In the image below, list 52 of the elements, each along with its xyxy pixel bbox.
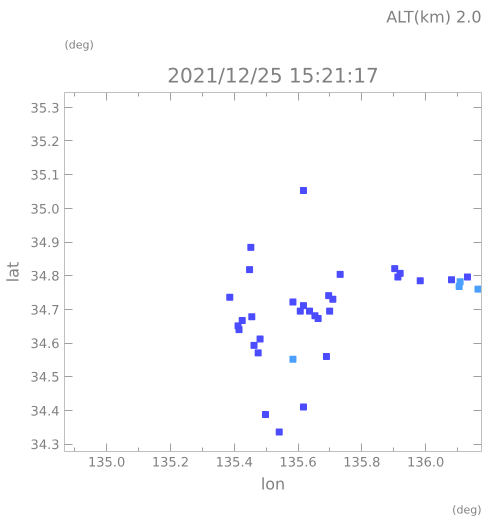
y-tick-label: 35.1	[30, 168, 60, 184]
x-tick-label: 135.8	[343, 456, 380, 470]
point	[254, 349, 262, 356]
x-tick-label: 136.0	[407, 456, 444, 470]
point	[306, 308, 314, 315]
point	[314, 314, 322, 322]
y-axis-title: lat	[4, 262, 23, 282]
point	[247, 244, 254, 251]
point	[238, 316, 246, 324]
point	[226, 294, 234, 301]
y-tick-label: 35.0	[30, 202, 60, 218]
text: (deg)	[64, 38, 94, 52]
y-tick-label: 34.8	[30, 270, 60, 285]
chart-subtitle: ALT(km) 2.0	[386, 8, 482, 26]
point	[448, 276, 456, 284]
text: (deg)	[452, 504, 482, 516]
y-tick-label: 34.4	[30, 404, 60, 420]
point	[416, 277, 424, 284]
point	[300, 404, 307, 411]
x-tick-label: 135.0	[88, 456, 126, 470]
point	[336, 270, 344, 278]
y-tick-label: 34.6	[30, 337, 60, 352]
point	[250, 342, 258, 349]
x-tick-label: 135.4	[216, 456, 253, 470]
point	[464, 274, 471, 281]
point	[296, 308, 304, 315]
point	[246, 266, 254, 274]
point	[474, 286, 482, 293]
chart-title: 2021/12/25 15:21:17	[167, 64, 379, 88]
y-tick-label: 35.3	[30, 101, 60, 116]
x-tick-label: 135.6	[279, 456, 317, 470]
y-tick-label: 34.9	[30, 236, 60, 252]
point	[456, 282, 463, 290]
point	[289, 356, 296, 363]
y-tick-label: 34.5	[30, 370, 60, 386]
point	[391, 265, 398, 272]
point	[262, 410, 269, 418]
x-tick-label: 135.2	[152, 456, 190, 470]
point	[394, 274, 402, 281]
point	[236, 326, 243, 334]
y-tick-label: 35.2	[30, 134, 60, 150]
point	[326, 308, 334, 315]
y-tick-label: 34.7	[30, 303, 60, 318]
point	[256, 336, 264, 343]
y-tick-label: 34.3	[30, 438, 60, 454]
point	[322, 353, 330, 360]
point	[248, 313, 256, 320]
point	[289, 298, 296, 306]
point	[300, 187, 307, 194]
point	[276, 428, 283, 436]
x-axis-title: lon	[260, 474, 286, 494]
point	[329, 296, 336, 303]
